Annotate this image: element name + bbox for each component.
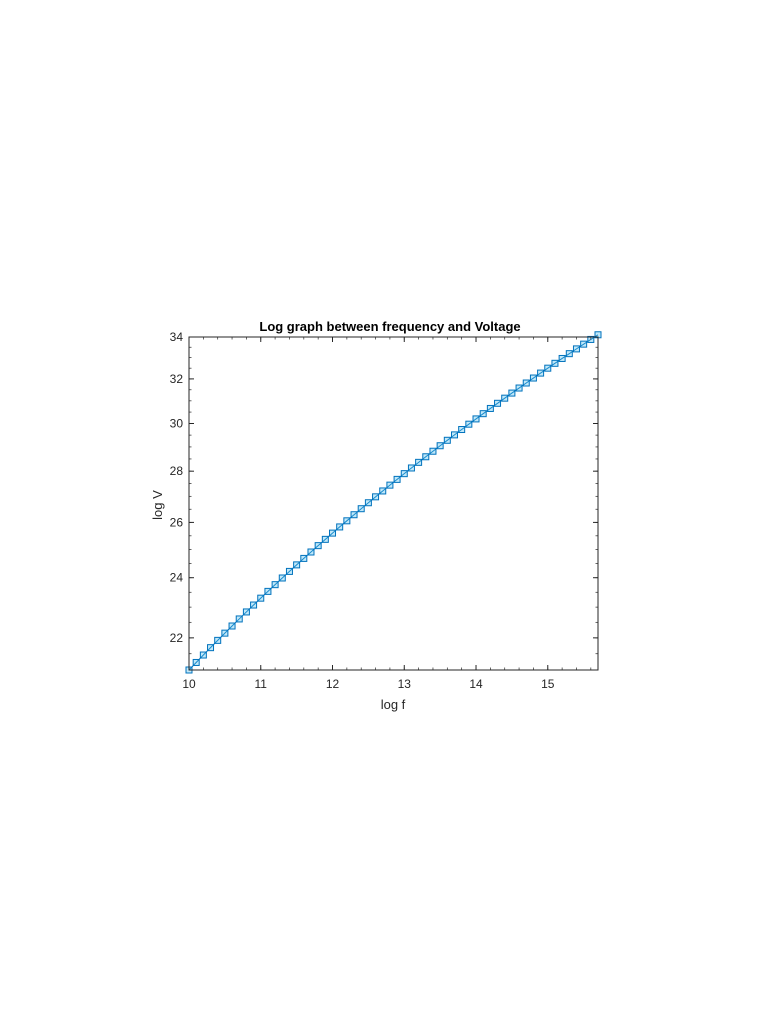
x-tick-label: 14 xyxy=(469,677,483,691)
data-point xyxy=(443,436,451,444)
data-point xyxy=(379,487,387,495)
plot-area xyxy=(189,337,598,670)
data-point xyxy=(580,340,588,348)
data-point xyxy=(565,350,573,358)
data-point xyxy=(407,464,415,472)
data-point xyxy=(508,389,516,397)
data-point xyxy=(436,442,444,450)
data-point xyxy=(551,359,559,367)
x-tick-label: 10 xyxy=(182,677,196,691)
data-point xyxy=(472,415,480,423)
y-tick-label: 22 xyxy=(170,631,184,645)
data-point xyxy=(235,615,243,623)
data-point xyxy=(386,481,394,489)
data-point xyxy=(515,384,523,392)
x-axis-label: log f xyxy=(381,697,406,712)
data-point xyxy=(343,517,351,525)
data-point xyxy=(307,548,315,556)
data-point xyxy=(357,505,365,513)
data-point xyxy=(458,426,466,434)
data-point xyxy=(221,629,229,637)
data-point xyxy=(293,561,301,569)
y-tick-label: 30 xyxy=(170,417,184,431)
data-point xyxy=(537,369,545,377)
y-tick-label: 32 xyxy=(170,372,184,386)
data-point xyxy=(228,622,236,630)
data-point xyxy=(479,410,487,418)
data-point xyxy=(393,475,401,483)
ticks-layer: 10 11 12 13 14 15 22 24 26 28 30 32 34 xyxy=(170,330,598,691)
data-point xyxy=(400,470,408,478)
chart-title: Log graph between frequency and Voltage xyxy=(259,319,520,334)
data-point xyxy=(214,636,222,644)
data-point xyxy=(264,587,272,595)
data-point xyxy=(207,644,215,652)
data-point xyxy=(192,658,200,666)
y-tick-label: 28 xyxy=(170,464,184,478)
y-tick-label: 26 xyxy=(170,515,184,529)
data-point xyxy=(450,431,458,439)
y-axis-label: log V xyxy=(150,490,165,520)
y-tick-label: 34 xyxy=(170,330,184,344)
data-point xyxy=(429,447,437,455)
x-tick-label: 13 xyxy=(398,677,412,691)
data-point xyxy=(257,594,265,602)
data-point xyxy=(372,493,380,501)
data-point xyxy=(285,567,293,575)
data-point xyxy=(364,499,372,507)
data-point xyxy=(415,458,423,466)
y-tick-label: 24 xyxy=(170,571,184,585)
data-point xyxy=(501,394,509,402)
data-point xyxy=(422,453,430,461)
data-point xyxy=(336,523,344,531)
series-layer xyxy=(185,331,602,674)
data-point xyxy=(529,374,537,382)
series-line xyxy=(188,334,599,671)
x-tick-label: 15 xyxy=(541,677,555,691)
data-point xyxy=(544,364,552,372)
data-point xyxy=(486,404,494,412)
data-point xyxy=(494,399,502,407)
data-point xyxy=(465,420,473,428)
axes-box xyxy=(188,336,599,671)
data-point xyxy=(350,511,358,519)
data-point xyxy=(199,651,207,659)
data-point xyxy=(300,554,308,562)
data-point xyxy=(250,601,258,609)
data-point xyxy=(321,535,329,543)
data-point xyxy=(271,581,279,589)
data-point xyxy=(278,574,286,582)
data-point xyxy=(314,542,322,550)
data-point xyxy=(329,529,337,537)
data-point xyxy=(242,608,250,616)
data-point xyxy=(558,354,566,362)
x-tick-label: 11 xyxy=(255,677,268,691)
data-point xyxy=(522,379,530,387)
data-point xyxy=(572,345,580,353)
x-tick-label: 12 xyxy=(326,677,340,691)
